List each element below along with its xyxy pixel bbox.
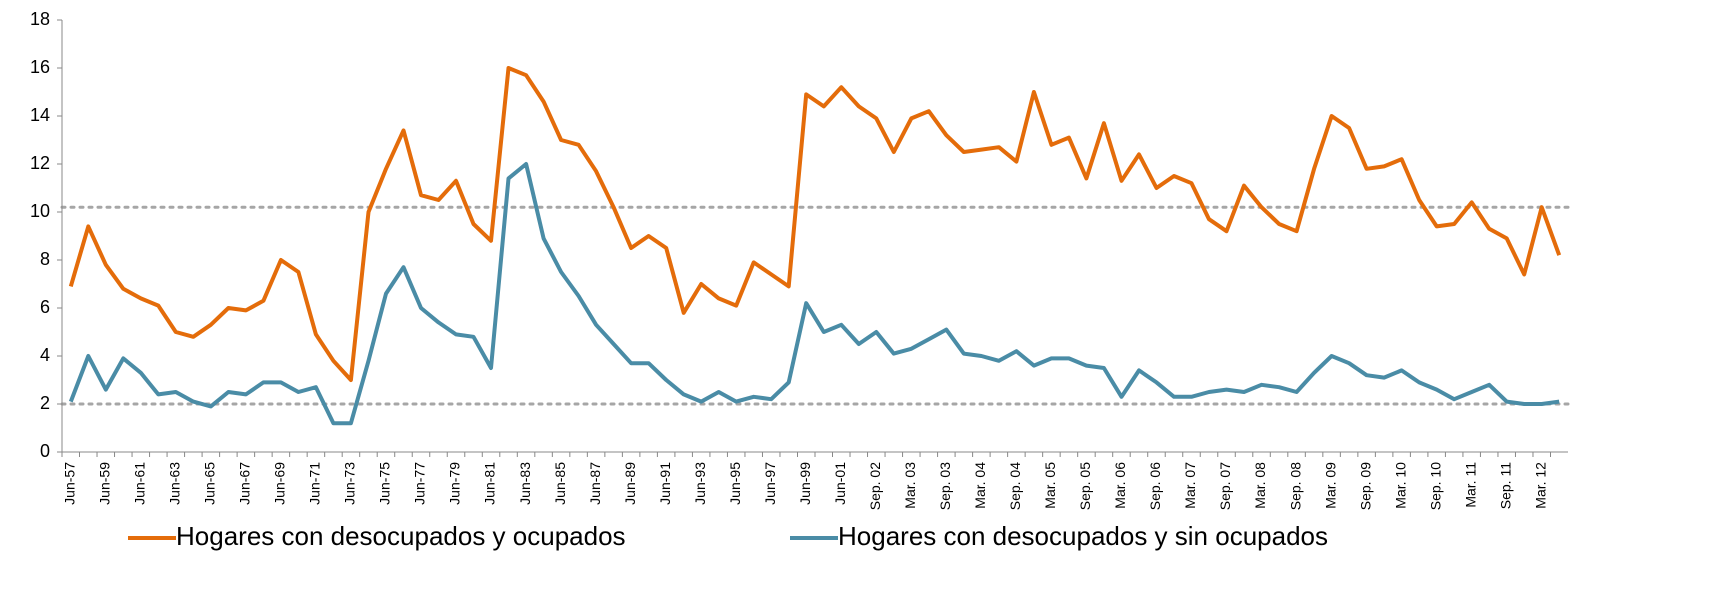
x-tick-label: Jun-65 <box>202 462 218 505</box>
x-tick-label: Mar. 04 <box>972 462 988 509</box>
y-tick-label: 4 <box>40 345 50 365</box>
legend-label: Hogares con desocupados y sin ocupados <box>838 521 1328 551</box>
x-tick-label: Jun-81 <box>482 462 498 505</box>
x-tick-label: Mar. 05 <box>1042 462 1058 509</box>
series-line <box>68 66 1562 382</box>
y-tick-label: 2 <box>40 393 50 413</box>
x-tick-label: Mar. 07 <box>1182 462 1198 509</box>
x-tick-label: Jun-95 <box>727 462 743 505</box>
x-tick-label: Jun-83 <box>517 462 533 505</box>
x-tick-label: Jun-61 <box>132 462 148 505</box>
x-tick-label: Jun-67 <box>237 462 253 505</box>
x-tick-label: Sep. 05 <box>1077 462 1093 510</box>
x-tick-label: Sep. 03 <box>937 462 953 510</box>
x-tick-label: Jun-93 <box>692 462 708 505</box>
x-tick-label: Jun-69 <box>272 462 288 505</box>
x-tick-label: Jun-57 <box>61 462 77 505</box>
x-tick-label: Mar. 12 <box>1532 462 1548 509</box>
y-tick-label: 10 <box>30 201 50 221</box>
x-tick-label: Sep. 07 <box>1217 462 1233 510</box>
x-tick-label: Mar. 06 <box>1112 462 1128 509</box>
x-tick-label: Jun-63 <box>167 462 183 505</box>
x-tick-label: Jun-73 <box>342 462 358 505</box>
x-tick-label: Sep. 09 <box>1357 462 1373 510</box>
series-line <box>68 162 1560 426</box>
x-tick-label: Jun-59 <box>96 462 112 505</box>
x-tick-label: Jun-75 <box>377 462 393 505</box>
y-tick-label: 18 <box>30 9 50 29</box>
x-tick-label: Jun-79 <box>447 462 463 505</box>
x-tick-label: Sep. 08 <box>1287 462 1303 510</box>
x-tick-label: Sep. 10 <box>1427 462 1443 510</box>
y-tick-label: 14 <box>30 105 50 125</box>
legend-label: Hogares con desocupados y ocupados <box>176 521 626 551</box>
x-tick-label: Sep. 06 <box>1147 462 1163 510</box>
x-tick-label: Mar. 09 <box>1322 462 1338 509</box>
y-tick-label: 12 <box>30 153 50 173</box>
y-tick-label: 6 <box>40 297 50 317</box>
x-tick-label: Jun-85 <box>552 462 568 505</box>
y-tick-label: 0 <box>40 441 50 461</box>
x-tick-label: Sep. 11 <box>1497 462 1513 509</box>
x-tick-label: Jun-89 <box>622 462 638 505</box>
y-tick-label: 8 <box>40 249 50 269</box>
x-tick-label: Jun-01 <box>832 462 848 505</box>
x-tick-label: Jun-71 <box>307 462 323 505</box>
x-tick-label: Mar. 08 <box>1252 462 1268 509</box>
x-tick-label: Sep. 02 <box>867 462 883 510</box>
x-tick-label: Mar. 03 <box>902 462 918 509</box>
x-tick-label: Jun-91 <box>657 462 673 505</box>
x-tick-label: Jun-97 <box>762 462 778 505</box>
x-tick-label: Sep. 04 <box>1007 462 1023 510</box>
x-tick-label: Jun-77 <box>412 462 428 505</box>
x-tick-label: Jun-87 <box>587 462 603 505</box>
x-tick-label: Jun-99 <box>797 462 813 505</box>
x-tick-label: Mar. 11 <box>1462 462 1478 508</box>
x-tick-label: Mar. 10 <box>1392 462 1408 509</box>
y-tick-label: 16 <box>30 57 50 77</box>
